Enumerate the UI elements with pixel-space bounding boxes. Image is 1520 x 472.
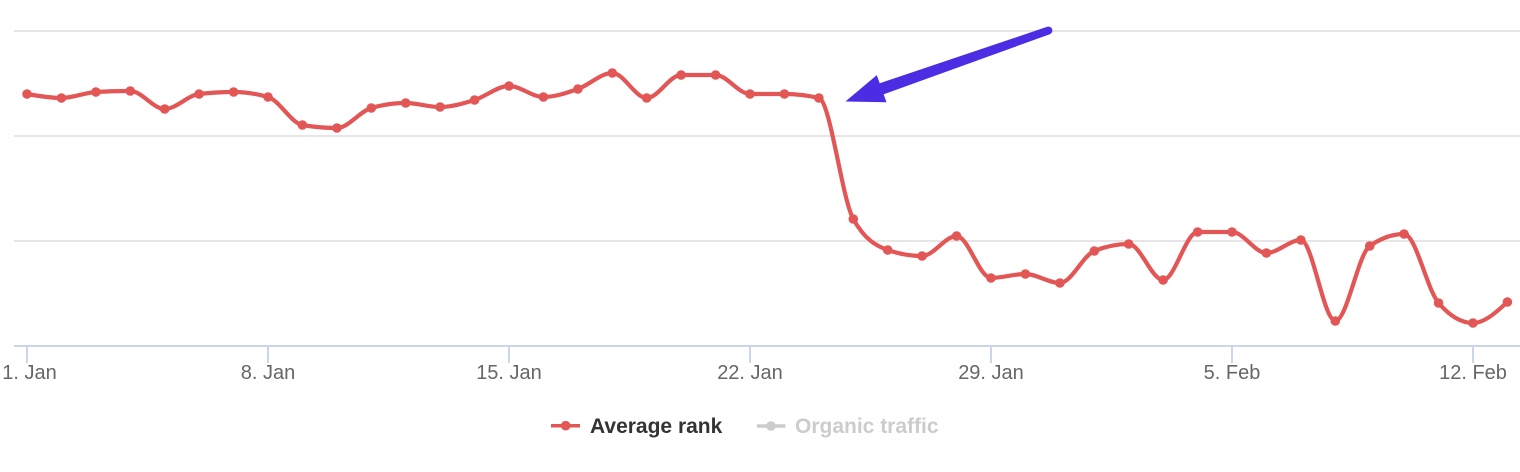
svg-text:12. Feb: 12. Feb [1439, 362, 1507, 384]
svg-text:Organic traffic: Organic traffic [795, 415, 939, 438]
svg-text:8. Jan: 8. Jan [241, 362, 295, 384]
svg-text:22. Jan: 22. Jan [717, 362, 783, 384]
svg-text:Average rank: Average rank [590, 415, 723, 438]
svg-text:1. Jan: 1. Jan [2, 362, 56, 384]
svg-text:5. Feb: 5. Feb [1204, 362, 1261, 384]
svg-text:29. Jan: 29. Jan [958, 362, 1024, 384]
svg-text:15. Jan: 15. Jan [476, 362, 542, 384]
